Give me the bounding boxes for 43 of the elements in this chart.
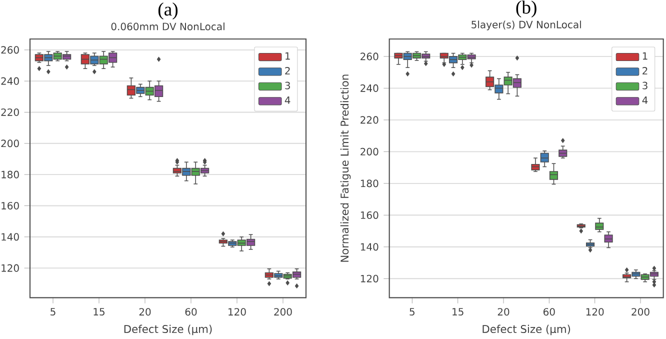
legend-label: 3 bbox=[642, 82, 648, 90]
y-tick-label: 160 bbox=[360, 211, 378, 219]
x-tick-label: 200 bbox=[274, 308, 292, 316]
x-tick-label: 15 bbox=[94, 308, 104, 316]
legend-label: 2 bbox=[642, 66, 648, 74]
x-tick-label: 15 bbox=[452, 308, 464, 316]
chart-subtitle: 5layer(s) DV NonLocal bbox=[472, 20, 581, 30]
x-tick-label: 120 bbox=[228, 308, 246, 316]
x-tick-label: 20 bbox=[498, 308, 510, 316]
y-tick-label: 160 bbox=[2, 202, 19, 210]
x-axis-title: Defect Size (μm) bbox=[124, 324, 212, 336]
x-tick-label: 60 bbox=[544, 308, 555, 316]
y-tick-label: 260 bbox=[1, 46, 19, 54]
y-tick-label: 200 bbox=[1, 140, 19, 148]
legend-label: 4 bbox=[642, 96, 648, 104]
y-tick-label: 200 bbox=[360, 148, 378, 156]
y-tick-label: 180 bbox=[360, 180, 378, 188]
y-tick-label: 140 bbox=[2, 233, 19, 241]
y-tick-label: 180 bbox=[2, 170, 19, 178]
y-axis-title: Normalized Fatigue Limit Prediction bbox=[340, 74, 351, 262]
chart-subtitle: 0.060mm DV NonLocal bbox=[111, 22, 224, 30]
chart-title: (a) bbox=[158, 2, 178, 20]
y-tick-label: 240 bbox=[1, 77, 19, 85]
x-tick-label: 20 bbox=[139, 308, 151, 316]
y-tick-label: 220 bbox=[360, 116, 378, 124]
y-tick-label: 140 bbox=[360, 243, 378, 251]
x-tick-label: 60 bbox=[185, 308, 197, 316]
y-tick-label: 120 bbox=[360, 274, 378, 282]
y-tick-label: 240 bbox=[360, 84, 378, 92]
legend-label: 4 bbox=[284, 96, 290, 104]
chart-title: (b) bbox=[516, 0, 536, 18]
y-tick-label: 260 bbox=[360, 52, 378, 60]
x-tick-label: 200 bbox=[632, 308, 650, 316]
x-tick-label: 5 bbox=[410, 308, 414, 316]
legend-label: 2 bbox=[285, 66, 290, 74]
y-tick-label: 220 bbox=[1, 108, 19, 116]
y-tick-label: 120 bbox=[2, 264, 19, 272]
legend-label: 1 bbox=[642, 52, 648, 60]
legend-label: 3 bbox=[285, 82, 290, 90]
x-tick-label: 120 bbox=[586, 308, 604, 316]
legend-label: 1 bbox=[286, 52, 290, 60]
x-tick-label: 5 bbox=[50, 308, 56, 316]
x-axis-title: Defect Size (μm) bbox=[482, 324, 570, 336]
